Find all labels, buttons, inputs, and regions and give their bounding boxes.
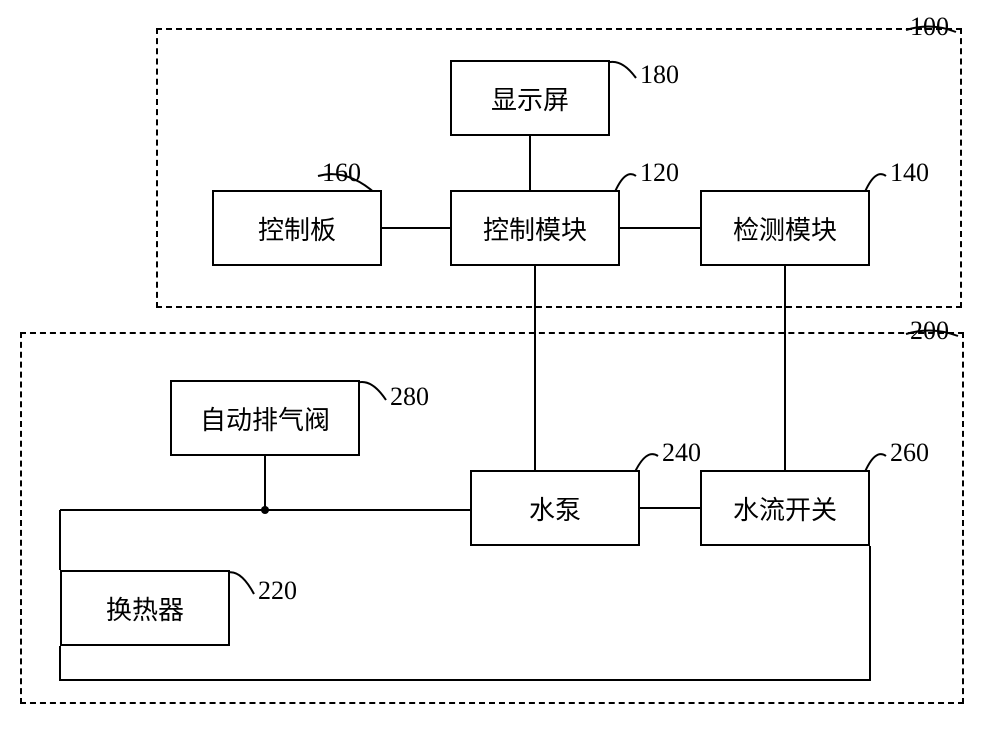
node-label: 水流开关 — [733, 490, 837, 527]
node-n180: 显示屏 — [450, 60, 610, 136]
node-label: 控制模块 — [483, 210, 587, 247]
ref-label-240: 240 — [662, 438, 701, 468]
node-n240: 水泵 — [470, 470, 640, 546]
ref-label-100: 100 — [910, 12, 949, 42]
ref-label-160: 160 — [322, 158, 361, 188]
diagram-canvas: 100 200 显示屏 180 控制板 160 控制模块 120 检测模块 140 自动排气阀 280… — [0, 0, 1000, 729]
node-n120: 控制模块 — [450, 190, 620, 266]
node-label: 检测模块 — [733, 210, 837, 247]
ref-label-140: 140 — [890, 158, 929, 188]
ref-label-260: 260 — [890, 438, 929, 468]
ref-label-280: 280 — [390, 382, 429, 412]
ref-label-180: 180 — [640, 60, 679, 90]
ref-label-200: 200 — [910, 316, 949, 346]
node-n260: 水流开关 — [700, 470, 870, 546]
node-label: 显示屏 — [491, 80, 569, 117]
node-label: 控制板 — [258, 210, 336, 247]
node-label: 水泵 — [529, 490, 581, 527]
ref-label-120: 120 — [640, 158, 679, 188]
node-n140: 检测模块 — [700, 190, 870, 266]
node-label: 换热器 — [106, 590, 184, 627]
node-n160: 控制板 — [212, 190, 382, 266]
node-n280: 自动排气阀 — [170, 380, 360, 456]
ref-label-220: 220 — [258, 576, 297, 606]
node-label: 自动排气阀 — [200, 400, 330, 437]
node-n220: 换热器 — [60, 570, 230, 646]
